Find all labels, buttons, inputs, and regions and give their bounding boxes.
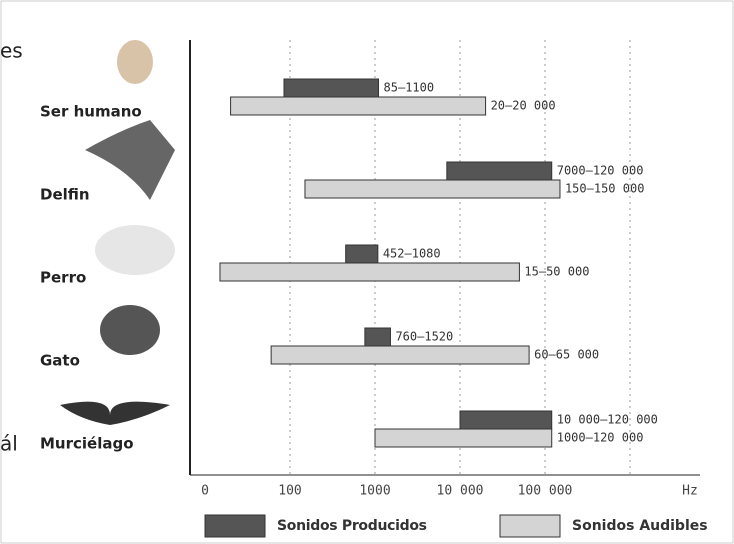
value-label: 60–65 000 <box>534 348 599 362</box>
legend-swatch <box>500 515 560 537</box>
category-label: Delfin <box>40 186 90 204</box>
value-label: 85–1100 <box>384 81 435 95</box>
bar <box>460 411 552 429</box>
x-tick-label: 0 <box>201 484 209 499</box>
bar <box>375 429 552 447</box>
x-axis-label: Hz <box>682 484 698 499</box>
value-label: 20–20 000 <box>491 99 556 113</box>
cat-picture <box>100 305 160 355</box>
value-label: 760–1520 <box>395 330 453 344</box>
bar <box>284 79 379 97</box>
bar <box>365 328 391 346</box>
legend-label: Sonidos Producidos <box>277 518 427 534</box>
category-label: Murciélago <box>40 435 134 453</box>
x-tick-label: 100 000 <box>518 484 573 499</box>
x-tick-label: 100 <box>278 484 301 499</box>
bar <box>346 245 378 263</box>
x-tick-label: 1000 <box>359 484 390 499</box>
human-picture <box>117 40 153 84</box>
category-label: Gato <box>40 352 80 370</box>
x-tick-label: 10 000 <box>437 484 484 499</box>
value-label: 10 000–120 000 <box>557 413 658 427</box>
bar <box>231 97 486 115</box>
category-label: Perro <box>40 269 86 287</box>
text-fragment: ál <box>0 432 18 456</box>
bar <box>447 162 552 180</box>
value-label: 7000–120 000 <box>557 164 644 178</box>
value-label: 1000–120 000 <box>557 431 644 445</box>
value-label: 15–50 000 <box>524 265 589 279</box>
bar <box>305 180 560 198</box>
dog-picture <box>95 225 175 275</box>
legend-label: Sonidos Audibles <box>572 518 708 534</box>
bar <box>271 346 529 364</box>
bar <box>220 263 519 281</box>
value-label: 150–150 000 <box>565 182 644 196</box>
legend-swatch <box>205 515 265 537</box>
chart: es ál 0 100 1000 10 000 100 000 Hz Ser humano 8… <box>0 0 734 544</box>
category-label: Ser humano <box>40 103 142 121</box>
value-label: 452–1080 <box>383 247 441 261</box>
text-fragment: es <box>0 39 23 63</box>
